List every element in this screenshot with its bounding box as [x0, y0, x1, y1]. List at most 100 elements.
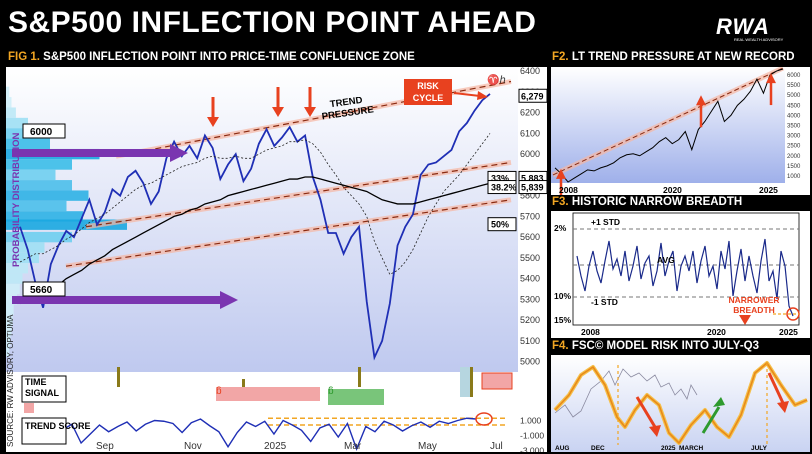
f2-arrowhead [696, 95, 706, 106]
fig3-chart: 2% 10% 15% +1 STD AVG -1 STD NARROWER BREADTH 2… [554, 212, 800, 337]
price-tick-label: 6200 [520, 108, 540, 118]
volume-bar [6, 86, 10, 98]
volume-bar [6, 335, 11, 347]
price-tick-label: 5400 [520, 274, 540, 284]
purple-arrows [12, 144, 238, 309]
f2-tick: 2000 [787, 154, 801, 160]
volume-bar [6, 159, 72, 170]
risk-cycle-label: RISK CYCLE [412, 81, 444, 103]
fib-label: 33% [491, 173, 509, 183]
volume-bar [6, 346, 10, 357]
f4-arrowhead [777, 401, 789, 413]
score-tick-label: 1.000 [520, 416, 542, 426]
f2-xtick: 2008 [559, 185, 578, 195]
volume-bar [6, 283, 20, 295]
risk-cycle-box [404, 79, 452, 105]
volume-profile [6, 86, 127, 357]
time-tick-label: May [418, 441, 437, 452]
f4-series: AUG DEC 2025 MARCH JULY [553, 361, 808, 452]
fig3-panel: 2% 10% 15% +1 STD AVG -1 STD NARROWER BREADTH 2… [551, 211, 810, 338]
volume-bar [6, 325, 12, 336]
price-tick-label: 5500 [520, 253, 540, 263]
fig2-panel: 6000 5500 5000 4500 4000 3500 3000 2500 2000 1500… [551, 67, 810, 195]
f2-tick: 5500 [787, 83, 801, 89]
f4-xtick: 2025 [661, 445, 676, 452]
fig2-caption: F2. LT TREND PRESSURE AT NEW RECORD [552, 51, 795, 63]
f3-xtick: 2008 [581, 327, 600, 337]
f2-xtick: 2025 [759, 185, 778, 195]
down-arrow [304, 87, 316, 117]
time-tick-label: Mar [344, 441, 362, 452]
trend-score-series: TREND SCORE 1.000 -1.000 -3.000 [21, 412, 544, 453]
price-flag-label: 5,883 [521, 173, 544, 183]
price-flag-label: 5,839 [521, 183, 544, 193]
f2-tick: 4000 [787, 113, 801, 119]
fig1-label: FIG 1. [8, 51, 40, 63]
f4-xtick: MARCH [679, 445, 703, 452]
price-tick-label: 5200 [520, 315, 540, 325]
price-tick-label: 5100 [520, 336, 540, 346]
volume-bar [6, 273, 23, 284]
page-title: S&P500 INFLECTION POINT AHEAD [8, 6, 537, 39]
fig1-panel: 6000 5660 RISK CYCLE TREND PRESSURE 33% 3… [6, 67, 547, 452]
red-arrows [207, 87, 488, 127]
f2-line [554, 68, 784, 183]
f2-tick: 5000 [787, 93, 801, 99]
signal-tick [358, 367, 361, 387]
fig3-caption: F3. HISTORIC NARROW BREADTH [552, 196, 742, 208]
signal-bar [24, 403, 34, 413]
price-line [19, 176, 491, 305]
f2-tick: 3500 [787, 124, 801, 130]
fig2-chart: 6000 5500 5000 4500 4000 3500 3000 2500 2000 1500… [551, 67, 801, 195]
signal-bar [216, 387, 320, 401]
price-tick-label: 5300 [520, 294, 540, 304]
volume-bar [6, 190, 89, 201]
price-tick-label: 5000 [520, 357, 540, 367]
f4-cycle-line [554, 362, 808, 444]
f2-series: 6000 5500 5000 4500 4000 3500 3000 2500 2000 1500… [551, 67, 801, 195]
score-tick-label: -3.000 [520, 446, 544, 453]
risk-arrow [453, 91, 488, 100]
f4-arrowhead [713, 397, 725, 407]
f3-xtick: 2020 [707, 327, 726, 337]
fig4-caption: F4. FSC© MODEL RISK INTO JULY-Q3 [552, 340, 759, 352]
score-tick-label: -1.000 [520, 431, 544, 441]
time-signal-box [21, 375, 67, 403]
price-axis-ticks: 6400630062006100600059005800570056005500… [520, 67, 540, 367]
fig4-caption-text: FSC© MODEL RISK INTO JULY-Q3 [571, 340, 760, 352]
f3-ytick: 15% [554, 315, 571, 325]
down-arrow [272, 87, 284, 117]
f2-tick: 6000 [787, 73, 801, 79]
f3-note: NARROWER BREADTH [728, 295, 780, 315]
signal-glyph: ᵷ [328, 384, 334, 395]
trend-score-label: TREND SCORE [25, 421, 91, 431]
f4-down-arrow [767, 372, 785, 404]
fig1-caption: FIG 1. S&P500 INFLECTION POINT INTO PRIC… [8, 51, 415, 63]
volume-bar [6, 231, 72, 243]
fig2-label: F2. [552, 51, 569, 63]
volume-bar [6, 180, 72, 191]
f2-tick: 4500 [787, 103, 801, 109]
trend-score-pane [18, 416, 518, 452]
fib-label: 50% [491, 220, 509, 230]
f2-arrowhead [766, 73, 776, 84]
f2-xtick: 2020 [663, 185, 682, 195]
time-signal-bars: ᵷ ᵷ ♈ℎ [24, 73, 513, 413]
f3-xtick: 2025 [779, 327, 798, 337]
trend-score-line [25, 417, 477, 451]
fig3-caption-text: HISTORIC NARROW BREADTH [571, 196, 743, 208]
f2-tick: 2500 [787, 144, 801, 150]
f2-trendline [552, 67, 784, 176]
vol-label-box [22, 123, 66, 139]
price-tick-label: 5600 [520, 232, 540, 242]
f4-down-arrow [635, 396, 657, 428]
logo-text: RWA [716, 14, 770, 39]
volume-bar [6, 97, 12, 108]
volume-bar [6, 252, 39, 264]
down-arrow [207, 97, 219, 127]
price-flag [518, 180, 547, 195]
f4-price-line [554, 368, 698, 418]
signal-bar [328, 389, 384, 405]
fib-labels: 33%38.2% 50% [487, 170, 517, 232]
